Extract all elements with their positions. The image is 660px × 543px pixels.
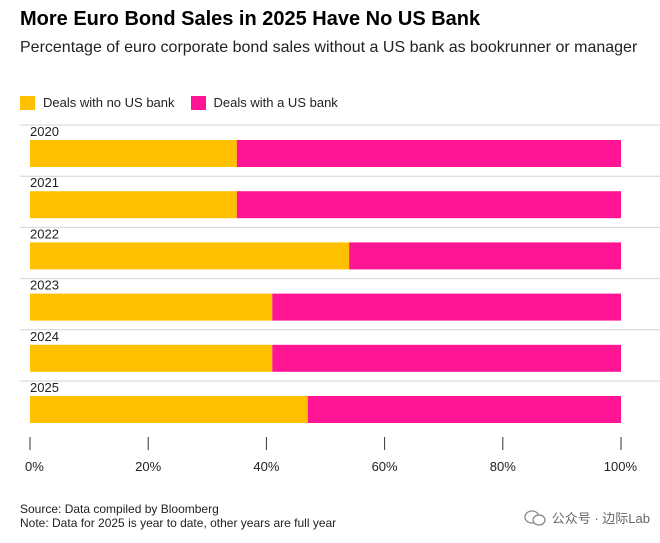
x-tick-label: 20% bbox=[135, 459, 161, 474]
bar-segment-with-us-bank-2022 bbox=[349, 242, 621, 270]
wechat-icon bbox=[524, 509, 546, 526]
bar-segment-with-us-bank-2023 bbox=[272, 293, 621, 321]
bar-segment-no-us-bank-2025 bbox=[30, 396, 308, 423]
x-tick-label: 0% bbox=[25, 459, 44, 474]
category-label-2025: 2025 bbox=[30, 380, 59, 395]
bar-segment-with-us-bank-2021 bbox=[236, 191, 621, 219]
bar-segment-with-us-bank-2024 bbox=[272, 344, 621, 372]
legend-label-no-us-bank: Deals with no US bank bbox=[43, 95, 175, 110]
bar-segment-with-us-bank-2025 bbox=[307, 396, 621, 423]
category-label-2023: 2023 bbox=[30, 278, 59, 293]
note-line: Note: Data for 2025 is year to date, oth… bbox=[20, 516, 337, 530]
chart-title: More Euro Bond Sales in 2025 Have No US … bbox=[20, 8, 481, 30]
x-tick-label: 40% bbox=[253, 459, 279, 474]
bar-segment-no-us-bank-2023 bbox=[30, 293, 273, 321]
bar-segment-no-us-bank-2024 bbox=[30, 344, 273, 372]
legend: Deals with no US bank Deals with a US ba… bbox=[20, 95, 354, 110]
x-tick-label: 100% bbox=[604, 459, 638, 474]
legend-swatch-with-us-bank bbox=[190, 95, 206, 110]
legend-item-with-us-bank: Deals with a US bank bbox=[190, 95, 338, 110]
x-tick-label: 60% bbox=[372, 459, 398, 474]
chart-subtitle: Percentage of euro corporate bond sales … bbox=[20, 39, 638, 56]
bar-segment-no-us-bank-2022 bbox=[30, 242, 350, 270]
source-note: Source: Data compiled by Bloomberg Note:… bbox=[20, 502, 336, 530]
watermark: 公众号 · 边际Lab bbox=[524, 508, 650, 527]
category-label-2022: 2022 bbox=[30, 226, 59, 241]
category-label-2020: 2020 bbox=[30, 124, 59, 139]
category-label-2024: 2024 bbox=[30, 329, 59, 344]
watermark-text: 公众号 · 边际Lab bbox=[551, 511, 650, 526]
legend-swatch-no-us-bank bbox=[20, 95, 35, 110]
stacked-bar-chart: 2020 2021 2022 2023 2024 2025 0% 20% 40% 60% 80% 10… bbox=[20, 124, 660, 474]
bar-segment-with-us-bank-2020 bbox=[236, 140, 621, 167]
bar-segment-no-us-bank-2021 bbox=[30, 191, 237, 219]
source-line: Source: Data compiled by Bloomberg bbox=[20, 502, 219, 516]
legend-item-no-us-bank: Deals with no US bank bbox=[20, 95, 175, 110]
category-label-2021: 2021 bbox=[30, 175, 59, 190]
bar-segment-no-us-bank-2020 bbox=[30, 140, 237, 167]
x-tick-label: 80% bbox=[490, 459, 516, 474]
legend-label-with-us-bank: Deals with a US bank bbox=[213, 95, 338, 110]
